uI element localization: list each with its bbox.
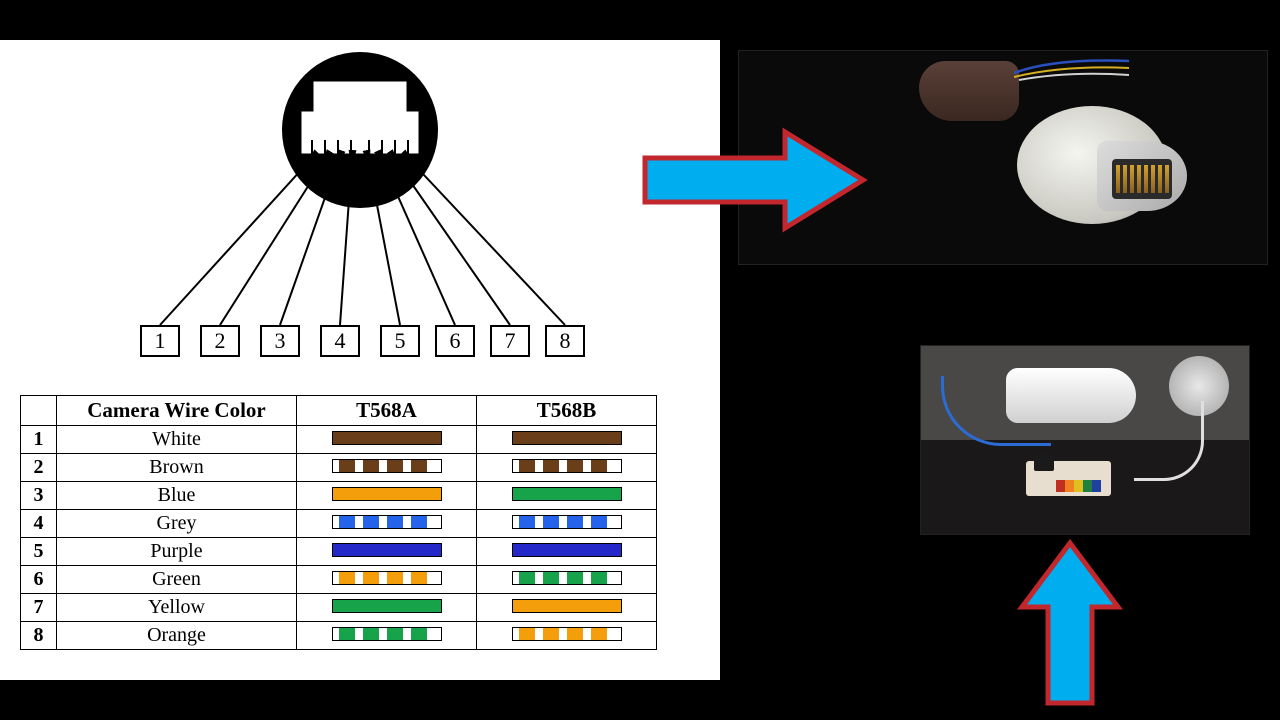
pin-box-1: 1 <box>140 325 180 357</box>
color-swatch-striped <box>512 515 622 529</box>
pin-label: 2 <box>215 328 226 354</box>
finger <box>919 61 1019 121</box>
rj45-pins <box>1112 159 1172 199</box>
color-swatch-solid <box>332 431 442 445</box>
pin-label: 7 <box>505 328 516 354</box>
table-row: 1White <box>21 426 657 454</box>
color-swatch-solid <box>332 543 442 557</box>
table-row: 8Orange <box>21 622 657 650</box>
color-swatch-solid <box>332 487 442 501</box>
color-swatch-striped <box>512 571 622 585</box>
t568b-cell <box>477 454 657 482</box>
t568b-cell <box>477 622 657 650</box>
t568a-cell <box>297 510 477 538</box>
t568b-cell <box>477 510 657 538</box>
header-t568b: T568B <box>477 396 657 426</box>
rj45-connector-diagram: 1 2 3 4 5 6 7 8 <box>120 50 600 370</box>
pin-label: 4 <box>335 328 346 354</box>
header-num <box>21 396 57 426</box>
pin-box-6: 6 <box>435 325 475 357</box>
header-t568a: T568A <box>297 396 477 426</box>
wire-color-name: Green <box>57 566 297 594</box>
color-swatch-striped <box>332 627 442 641</box>
arrow-right-icon <box>635 120 875 240</box>
t568b-cell <box>477 426 657 454</box>
t568a-cell <box>297 482 477 510</box>
wire-color-name: Blue <box>57 482 297 510</box>
pin-box-7: 7 <box>490 325 530 357</box>
row-number: 2 <box>21 454 57 482</box>
header-wire: Camera Wire Color <box>57 396 297 426</box>
wire-color-name: Brown <box>57 454 297 482</box>
t568b-cell <box>477 594 657 622</box>
t568b-cell <box>477 538 657 566</box>
row-number: 1 <box>21 426 57 454</box>
pin-box-4: 4 <box>320 325 360 357</box>
color-swatch-striped <box>512 627 622 641</box>
arrow-up-icon <box>1010 535 1130 710</box>
color-swatch-solid <box>512 599 622 613</box>
pin-box-3: 3 <box>260 325 300 357</box>
t568a-cell <box>297 622 477 650</box>
pin-label: 3 <box>275 328 286 354</box>
row-number: 6 <box>21 566 57 594</box>
breakout-board <box>1026 461 1111 496</box>
t568a-cell <box>297 566 477 594</box>
wire-color-name: Purple <box>57 538 297 566</box>
color-swatch-striped <box>332 571 442 585</box>
table-header-row: Camera Wire Color T568A T568B <box>21 396 657 426</box>
color-swatch-solid <box>512 543 622 557</box>
row-number: 4 <box>21 510 57 538</box>
t568b-cell <box>477 482 657 510</box>
photo-camera-setup <box>920 345 1250 535</box>
pin-box-8: 8 <box>545 325 585 357</box>
color-swatch-striped <box>332 515 442 529</box>
table-row: 3Blue <box>21 482 657 510</box>
row-number: 5 <box>21 538 57 566</box>
pin-box-5: 5 <box>380 325 420 357</box>
row-number: 7 <box>21 594 57 622</box>
row-number: 8 <box>21 622 57 650</box>
t568a-cell <box>297 426 477 454</box>
wire-color-name: Grey <box>57 510 297 538</box>
row-number: 3 <box>21 482 57 510</box>
pin-label: 8 <box>560 328 571 354</box>
table-row: 5Purple <box>21 538 657 566</box>
t568a-cell <box>297 594 477 622</box>
color-swatch-striped <box>332 459 442 473</box>
color-swatch-striped <box>512 459 622 473</box>
table-row: 6Green <box>21 566 657 594</box>
ip-camera <box>1006 368 1136 423</box>
table-row: 4Grey <box>21 510 657 538</box>
t568a-cell <box>297 454 477 482</box>
wire-color-name: Yellow <box>57 594 297 622</box>
table-row: 7Yellow <box>21 594 657 622</box>
wire-color-table: Camera Wire Color T568A T568B 1White2Bro… <box>20 395 657 650</box>
wire-color-name: White <box>57 426 297 454</box>
pin-label: 1 <box>155 328 166 354</box>
pin-label: 5 <box>395 328 406 354</box>
diagram-panel: 1 2 3 4 5 6 7 8 Camera Wire Color T568A … <box>0 40 720 680</box>
t568a-cell <box>297 538 477 566</box>
t568b-cell <box>477 566 657 594</box>
color-swatch-solid <box>512 487 622 501</box>
color-swatch-solid <box>512 431 622 445</box>
loose-wires <box>1014 53 1134 83</box>
pin-label: 6 <box>450 328 461 354</box>
pin-box-2: 2 <box>200 325 240 357</box>
color-swatch-solid <box>332 599 442 613</box>
wire-color-name: Orange <box>57 622 297 650</box>
table-row: 2Brown <box>21 454 657 482</box>
